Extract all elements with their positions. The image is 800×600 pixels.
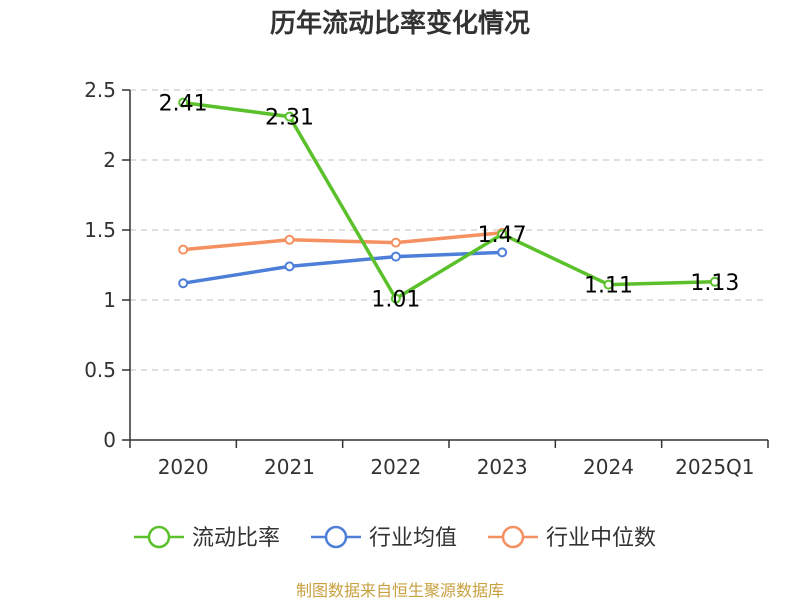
x-tick-label: 2025Q1	[675, 455, 754, 479]
data-point	[603, 279, 614, 290]
x-tick-label: 2022	[370, 455, 421, 479]
data-point	[284, 261, 295, 272]
legend-item-0: 流动比率	[134, 525, 280, 551]
legend-marker	[324, 525, 348, 549]
legend-label: 行业中位数	[546, 526, 656, 551]
series-line	[182, 100, 715, 301]
y-tick-label: 0	[103, 428, 116, 452]
data-labels: 2.41 2.31 1.01 1.47 1.11 1.13	[159, 92, 740, 313]
y-tick-label: 1.5	[84, 218, 116, 242]
series-2	[178, 227, 508, 255]
series-line	[182, 250, 503, 285]
data-label: 2.41	[159, 92, 208, 117]
chart-title: 历年流动比率变化情况	[270, 8, 530, 39]
legend-item-2: 行业中位数	[488, 525, 656, 551]
x-tick-label: 2020	[158, 455, 209, 479]
data-label: 1.01	[371, 288, 420, 313]
legend-marker	[501, 525, 525, 549]
data-point	[178, 278, 189, 289]
data-point	[284, 111, 295, 122]
axes: 0 0.5 1 1.5 2 2.5 2020 2021 2022 2023 2024 2025Q1	[84, 78, 769, 479]
data-label: 1.13	[690, 271, 739, 296]
legend-item-1: 行业均值	[311, 525, 457, 551]
data-point	[709, 276, 720, 287]
series-layer	[178, 97, 720, 304]
series-0	[178, 97, 720, 304]
data-point	[284, 234, 295, 245]
data-label: 1.47	[478, 223, 527, 248]
x-tick-label: 2021	[264, 455, 315, 479]
y-tick-label: 2	[103, 148, 116, 172]
series-line	[183, 231, 503, 252]
data-point	[497, 229, 508, 240]
data-point	[390, 293, 401, 304]
series-1	[178, 247, 508, 289]
data-point	[497, 247, 508, 258]
data-point	[390, 251, 401, 262]
y-tick-label: 2.5	[84, 78, 116, 102]
legend-label: 行业均值	[369, 526, 457, 551]
legend-label: 流动比率	[192, 526, 280, 551]
data-label: 1.11	[584, 274, 633, 299]
grid-lines	[130, 89, 768, 371]
y-tick-label: 1	[103, 288, 116, 312]
data-source-note: 制图数据来自恒生聚源数据库	[296, 581, 504, 600]
legend-marker	[147, 525, 171, 549]
data-label: 2.31	[265, 106, 314, 131]
data-point	[178, 97, 189, 108]
x-tick-label: 2023	[477, 455, 528, 479]
data-point	[390, 237, 401, 248]
x-tick-label: 2024	[583, 455, 634, 479]
legend: 流动比率 行业均值 行业中位数	[134, 525, 656, 551]
y-tick-label: 0.5	[84, 358, 116, 382]
data-point	[178, 244, 189, 255]
